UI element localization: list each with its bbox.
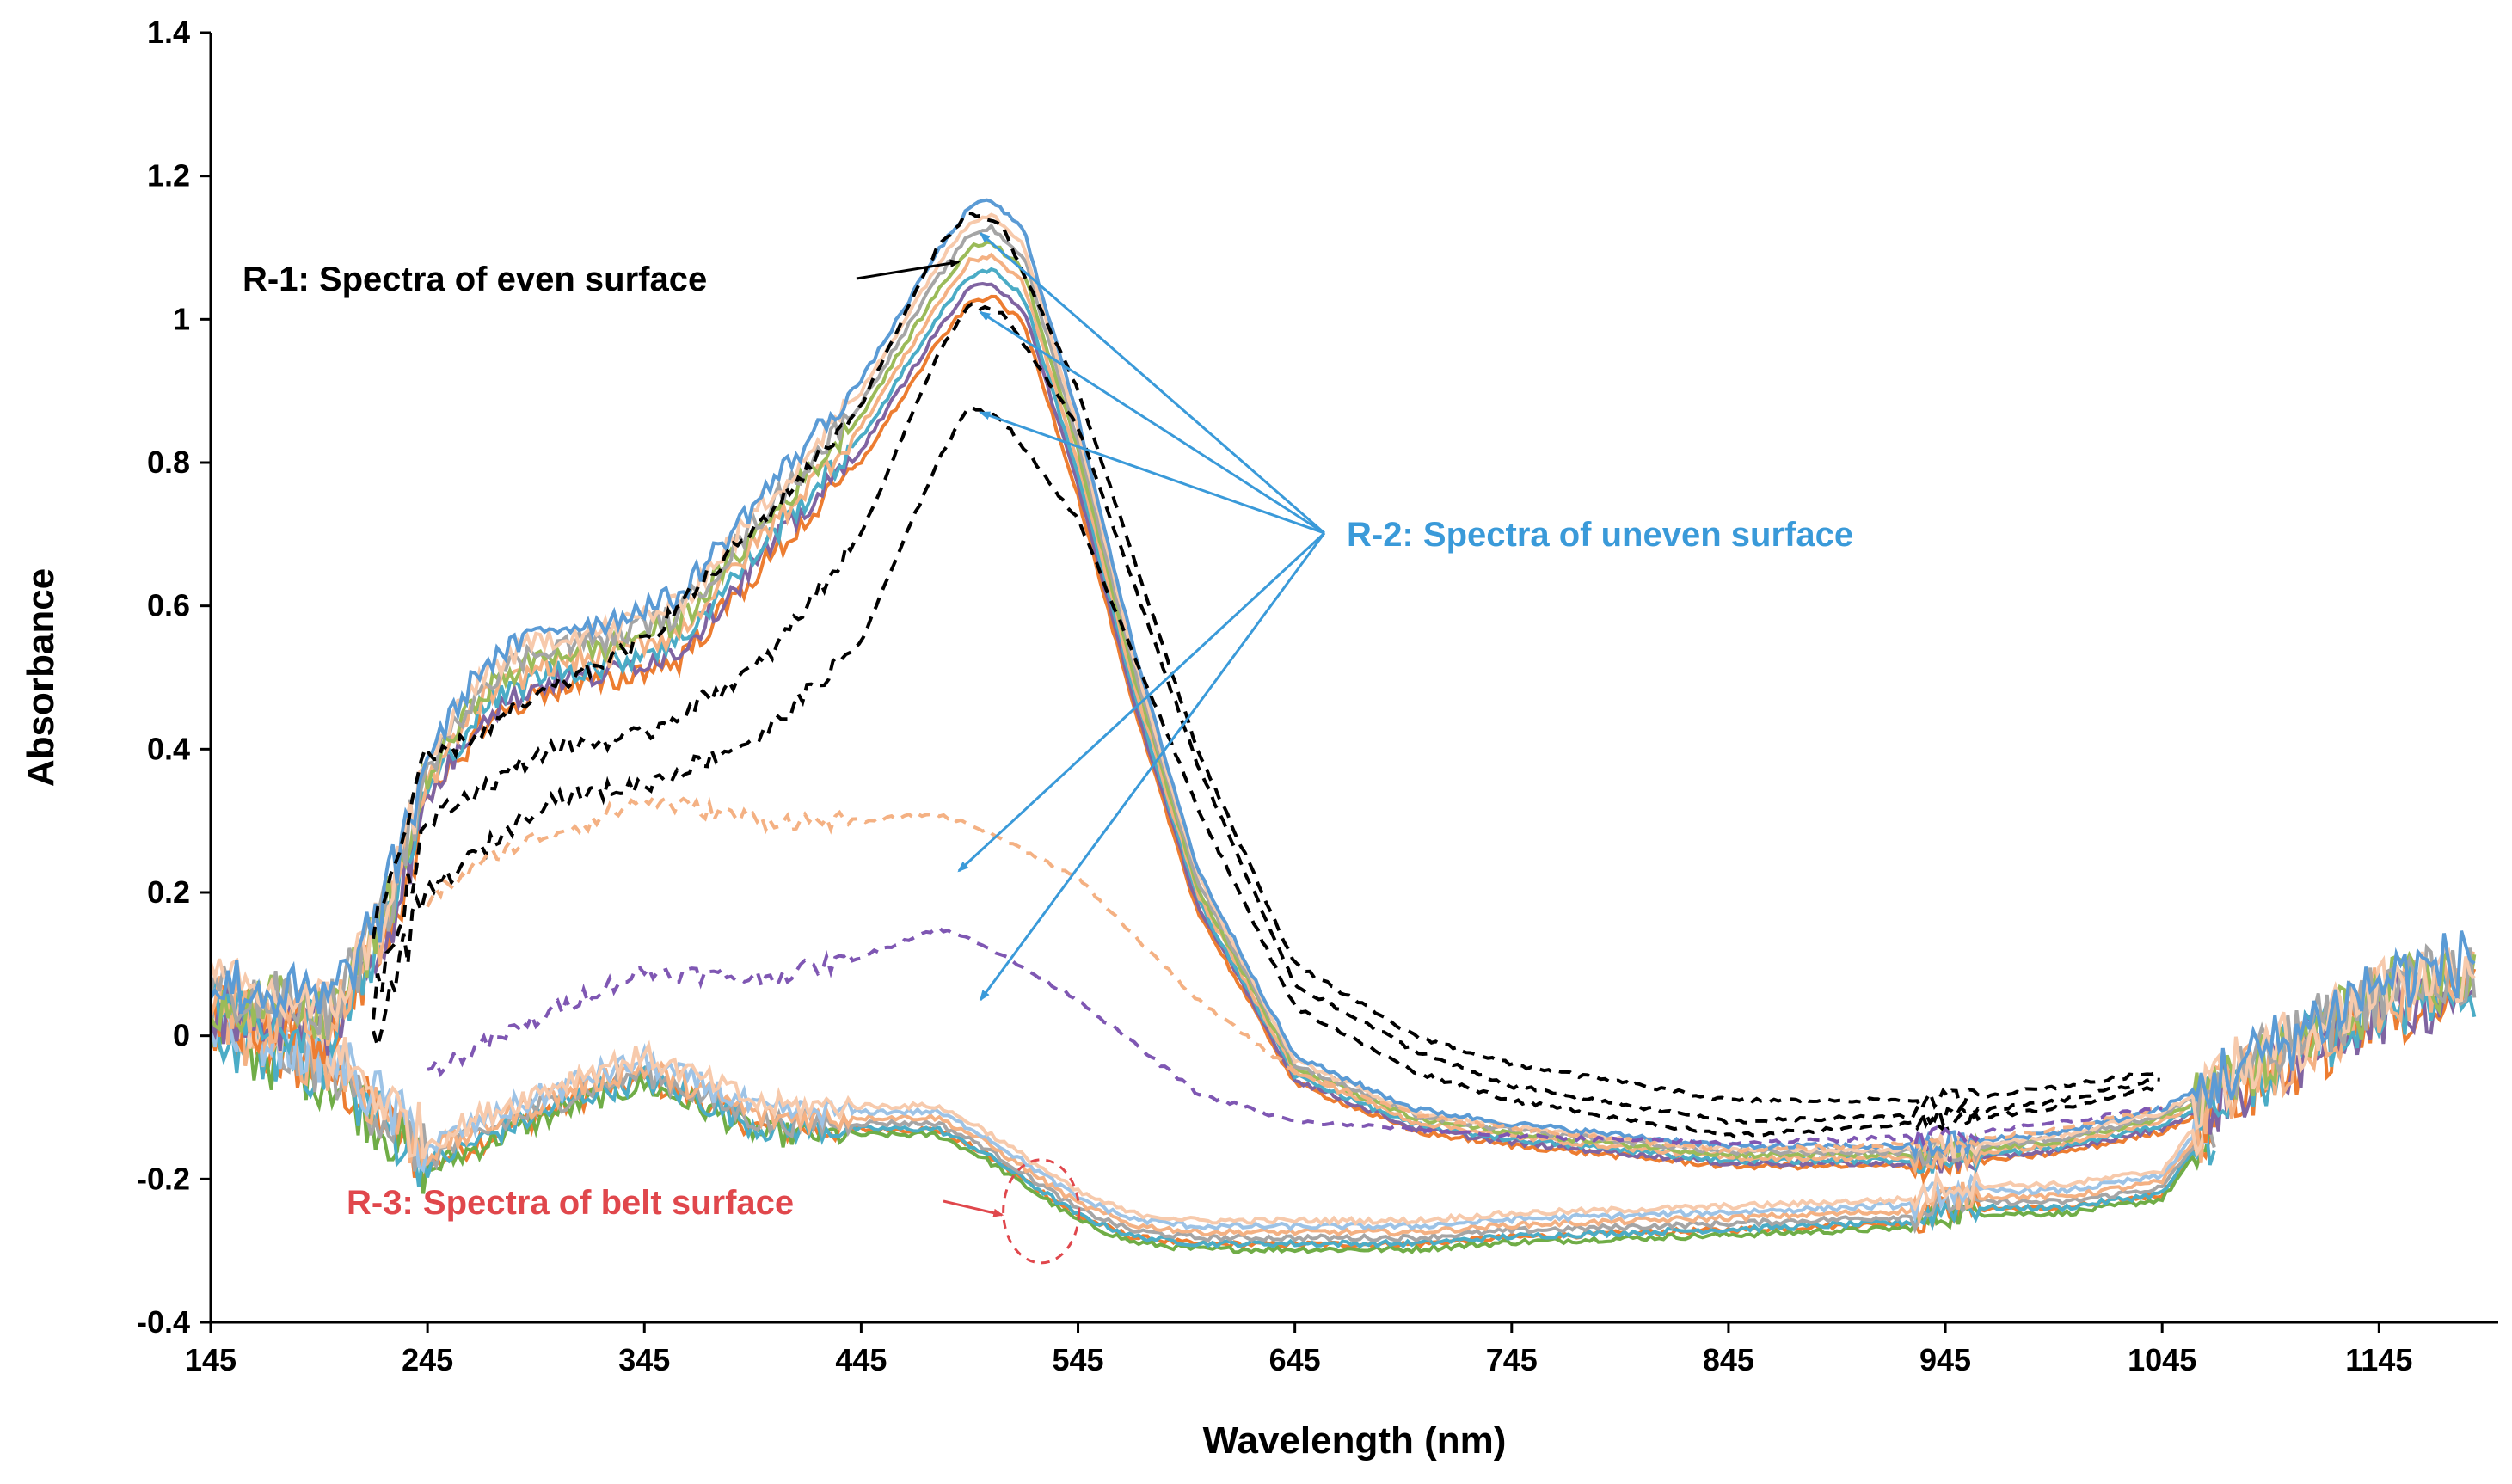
series-layer <box>211 198 2477 1254</box>
axes-layer: -0.4 -0.2 0 0.2 0.4 0.6 0.8 1 1.2 1.4 145 245 345 445… <box>137 15 2498 1377</box>
y-tick-label: 0 <box>173 1018 190 1053</box>
belt-highlight-circle <box>1002 1158 1081 1265</box>
y-tick-label: 0.8 <box>147 445 190 480</box>
annotation-arrow <box>979 232 1325 535</box>
y-tick-label: 1.4 <box>147 15 190 50</box>
even-surface-spectrum-line <box>211 252 2475 1176</box>
belt-surface-spectrum-line <box>211 997 2215 1232</box>
y-tick-label: -0.2 <box>137 1161 190 1196</box>
x-axis-title: Wavelength (nm) <box>1203 1420 1507 1462</box>
even-surface-spectrum-line <box>211 223 2477 1168</box>
y-tick-label: 0.6 <box>147 588 190 623</box>
uneven-surface-spectrum-line <box>372 405 2161 1139</box>
x-tick-label: 445 <box>835 1342 887 1377</box>
x-tick-label: 645 <box>1269 1342 1321 1377</box>
even-surface-spectrum-line <box>211 240 2477 1168</box>
x-tick-label: 1145 <box>2345 1342 2412 1377</box>
y-tick-label: 1.2 <box>147 158 190 193</box>
y-tick-label: -0.4 <box>137 1304 190 1340</box>
uneven-surface-spectrum-line <box>372 302 2160 1131</box>
annotation-arrow <box>979 532 1326 1002</box>
annotation-label: R-3: Spectra of belt surface <box>347 1184 794 1222</box>
x-tick-label: 745 <box>1486 1342 1538 1377</box>
uneven-surface-spectrum-line <box>372 211 2160 1113</box>
x-tick-label: 945 <box>1919 1342 1971 1377</box>
uneven-surface-spectrum-line <box>427 926 2163 1152</box>
x-tick-label: 245 <box>402 1342 453 1377</box>
x-tick-label: 145 <box>185 1342 236 1377</box>
even-surface-spectrum-line <box>211 281 2476 1174</box>
annotation-arrow <box>856 259 961 280</box>
y-tick-label: 0.2 <box>147 874 190 910</box>
y-tick-label: 0.4 <box>147 731 190 766</box>
x-tick-label: 845 <box>1703 1342 1754 1377</box>
even-surface-spectrum-line <box>211 294 2477 1185</box>
annotation-label: R-1: Spectra of even surface <box>243 261 707 298</box>
annotation-arrow <box>979 310 1325 535</box>
even-surface-group <box>211 198 2477 1185</box>
annotation-arrow <box>957 531 1326 873</box>
even-surface-spectrum-line <box>211 267 2477 1175</box>
uneven-surface-group <box>372 211 2164 1156</box>
annotation-label: R-2: Spectra of uneven surface <box>1347 516 1853 554</box>
annotation-arrow <box>943 1199 1004 1217</box>
belt-surface-spectrum-line <box>211 992 2216 1226</box>
belt-surface-group <box>211 992 2216 1254</box>
y-tick-label: 1 <box>173 301 190 336</box>
even-surface-spectrum-line <box>211 198 2476 1161</box>
annotation-arrow <box>979 411 1325 535</box>
y-axis-title: Absorbance <box>20 568 62 787</box>
x-tick-label: 1045 <box>2128 1342 2196 1377</box>
x-tick-label: 345 <box>618 1342 670 1377</box>
x-tick-label: 545 <box>1052 1342 1103 1377</box>
belt-surface-spectrum-line <box>211 1005 2216 1249</box>
uneven-surface-spectrum-line <box>426 794 2164 1156</box>
annotation-layer: R-1: Spectra of even surface R-2: Spectra… <box>243 232 1853 1265</box>
